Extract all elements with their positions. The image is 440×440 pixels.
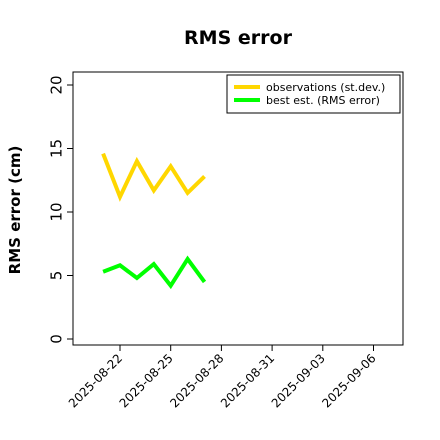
legend-label: observations (st.dev.) <box>266 81 385 94</box>
y-axis-label: RMS error (cm) <box>6 146 24 275</box>
y-tick-label: 20 <box>48 75 66 94</box>
plot-frame <box>72 71 404 346</box>
y-tick-label: 5 <box>48 271 66 281</box>
x-axis: 2025-08-222025-08-252025-08-282025-08-31… <box>66 345 379 410</box>
series-lines <box>101 152 207 290</box>
series-line-observations <box>101 152 206 202</box>
legend: observations (st.dev.)best est. (RMS err… <box>226 74 401 114</box>
series-line-best-estimate <box>102 255 207 290</box>
y-tick-label: 15 <box>48 139 66 158</box>
legend-box <box>226 74 401 114</box>
y-tick-label: 0 <box>48 334 66 344</box>
x-tick-label: 2025-09-06 <box>319 351 378 410</box>
y-axis: 0 5 10 15 20 <box>48 75 73 344</box>
y-tick-label: 10 <box>48 202 66 221</box>
chart-title: RMS error <box>184 27 293 49</box>
legend-label: best est. (RMS error) <box>266 94 380 107</box>
